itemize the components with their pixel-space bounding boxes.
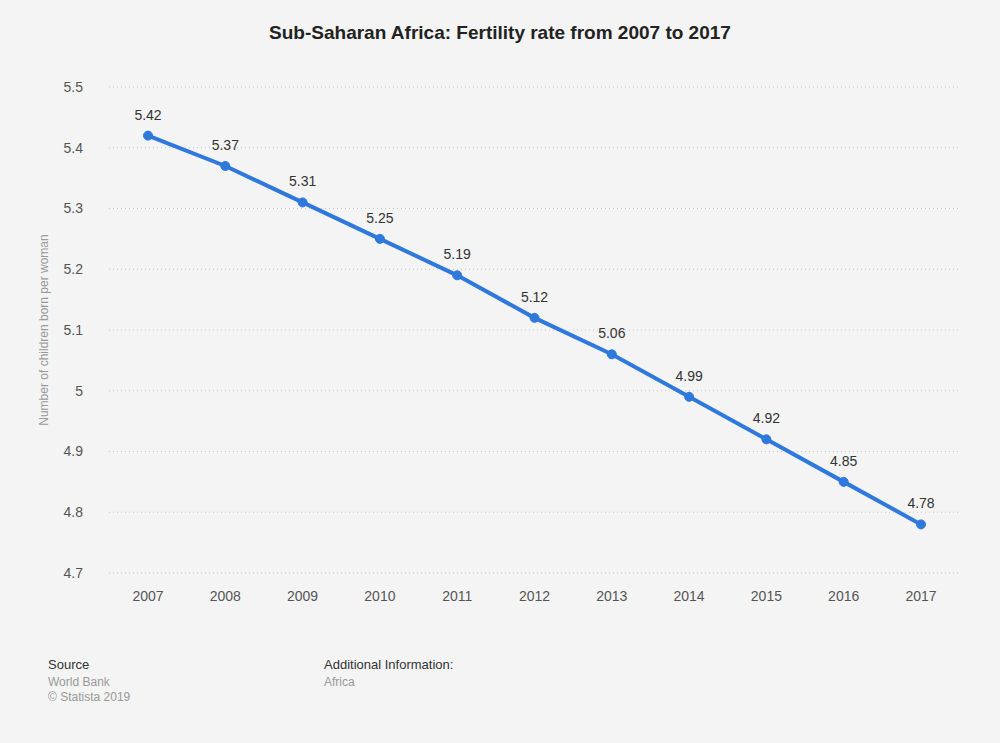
html-text:Additional Information:: Additional Information: <box>324 657 454 672</box>
html-text:Africa: Africa <box>324 675 355 689</box>
svg-text:5.31: 5.31 <box>289 173 316 189</box>
svg-text:5.1: 5.1 <box>64 322 84 338</box>
svg-text:5.25: 5.25 <box>366 210 393 226</box>
svg-text:4.9: 4.9 <box>64 443 84 459</box>
svg-text:2010: 2010 <box>364 588 395 604</box>
svg-text:5.37: 5.37 <box>212 137 239 153</box>
svg-text:4.99: 4.99 <box>675 368 702 384</box>
svg-text:2014: 2014 <box>674 588 705 604</box>
html-text:Source: Source <box>48 657 90 672</box>
svg-text:5.19: 5.19 <box>444 246 471 262</box>
svg-text:2007: 2007 <box>132 588 163 604</box>
svg-text:4.92: 4.92 <box>753 410 780 426</box>
html-text:Sub-Saharan Africa: Fertility: Sub-Saharan Africa: Fertility rate from … <box>269 22 731 43</box>
svg-text:4.85: 4.85 <box>830 453 857 469</box>
svg-text:5: 5 <box>75 383 83 399</box>
svg-text:5.4: 5.4 <box>64 140 84 156</box>
svg-text:5.2: 5.2 <box>64 261 84 277</box>
html-text:© Statista 2019: © Statista 2019 <box>48 690 131 704</box>
svg-text:2012: 2012 <box>519 588 550 604</box>
svg-text:2016: 2016 <box>828 588 859 604</box>
svg-text:2008: 2008 <box>210 588 241 604</box>
svg-text:2011: 2011 <box>442 588 472 604</box>
svg-text:4.8: 4.8 <box>64 504 84 520</box>
svg-text:2013: 2013 <box>596 588 627 604</box>
svg-text:5.5: 5.5 <box>64 79 84 95</box>
svg-text:5.12: 5.12 <box>521 289 548 305</box>
svg-text:5.06: 5.06 <box>598 325 625 341</box>
svg-text:Number of children born per wo: Number of children born per woman <box>37 234 51 425</box>
svg-text:4.7: 4.7 <box>64 565 84 581</box>
svg-text:2017: 2017 <box>905 588 936 604</box>
svg-text:5.42: 5.42 <box>134 107 161 123</box>
svg-text:2015: 2015 <box>751 588 782 604</box>
svg-text:5.3: 5.3 <box>64 200 84 216</box>
html-text:World Bank: World Bank <box>48 675 110 689</box>
svg-text:4.78: 4.78 <box>907 495 934 511</box>
svg-text:2009: 2009 <box>287 588 318 604</box>
